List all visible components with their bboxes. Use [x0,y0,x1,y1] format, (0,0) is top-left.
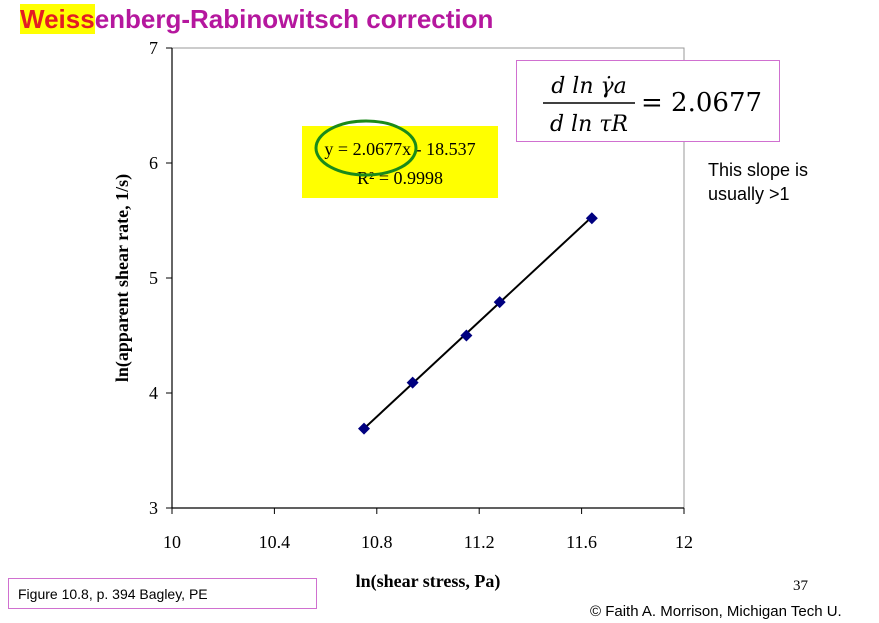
formula-numerator: d ln γ̇a [551,74,627,99]
page-number: 37 [793,578,808,594]
slope-highlight-circle [314,119,418,177]
x-tick-label: 11.6 [566,532,597,552]
x-axis-title: ln(shear stress, Pa) [356,571,501,592]
figure-reference: Figure 10.8, p. 394 Bagley, PE [8,578,317,609]
data-point [493,296,506,309]
data-point [460,329,473,342]
trendline-equation: y = 2.0677x - 18.537 [324,139,475,159]
copyright: © Faith A. Morrison, Michigan Tech U. [590,603,842,620]
title-highlight: Weiss [20,4,95,34]
slope-note: This slope is usually >1 [708,160,809,204]
x-tick-label: 10.4 [259,532,291,552]
formula-value: = 2.0677 [641,88,762,118]
formula-denominator: d ln τR [550,112,628,137]
data-points [358,212,598,435]
axes: 10 10.4 10.8 11.2 11.6 12 3 4 5 6 7 [149,38,693,552]
slide-title: Weissenberg-Rabinowitsch correction [20,4,493,35]
data-point [406,376,419,389]
y-tick-label: 3 [149,498,158,518]
trendline [363,216,593,430]
y-tick-label: 4 [149,383,158,403]
y-tick-label: 6 [149,153,158,173]
trendline-group [363,216,593,430]
x-tick-label: 11.2 [464,532,495,552]
x-tick-label: 10.8 [361,532,393,552]
y-tick-label: 5 [149,268,158,288]
title-rest: enberg-Rabinowitsch correction [94,4,494,34]
y-tick-label: 7 [149,38,158,58]
slope-formula-box: d ln γ̇a d ln τR = 2.0677 [516,60,780,142]
x-tick-label: 12 [675,532,693,552]
x-tick-label: 10 [163,532,181,552]
data-point [585,212,598,225]
data-point [358,422,370,435]
y-axis-title: ln(apparent shear rate, 1/s) [112,174,133,382]
equation-highlight-box [302,126,498,198]
trendline-r-squared: R² = 0.9998 [357,168,443,188]
